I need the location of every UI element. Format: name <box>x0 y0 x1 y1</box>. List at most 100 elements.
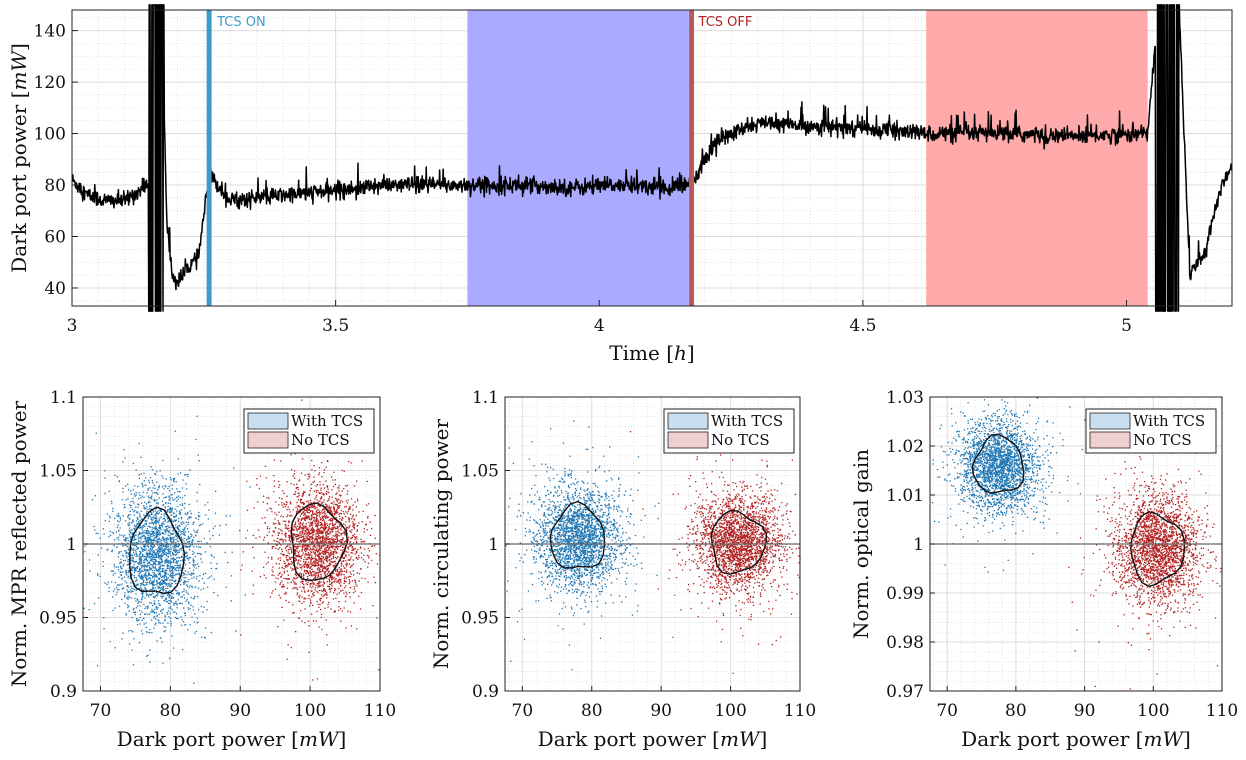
scatter-point <box>341 610 343 612</box>
scatter-point <box>159 517 161 519</box>
scatter-point <box>151 517 153 519</box>
scatter-point <box>102 565 104 567</box>
scatter-point <box>305 561 307 563</box>
scatter-point <box>338 487 340 489</box>
scatter-point <box>288 522 290 524</box>
scatter-point <box>349 611 352 613</box>
scatter-point <box>142 595 144 597</box>
scatter-point <box>305 552 307 555</box>
scatter-point <box>310 556 312 558</box>
scatter-point <box>164 545 166 548</box>
scatter-point <box>374 537 376 539</box>
scatter-point <box>116 526 118 528</box>
scatter-point <box>329 549 332 552</box>
scatter-point <box>328 547 330 550</box>
scatter-point <box>299 506 301 508</box>
scatter-point <box>156 521 159 523</box>
scatter-point <box>338 609 340 611</box>
scatter-point <box>309 499 312 502</box>
scatter-point <box>165 573 167 575</box>
scatter-point <box>285 520 287 523</box>
scatter-point <box>328 526 330 528</box>
scatter-point <box>169 508 171 510</box>
scatter-point <box>338 490 340 492</box>
scatter-point <box>322 601 324 603</box>
scatter-point <box>148 539 150 541</box>
scatter-point <box>160 542 162 544</box>
scatter-point <box>302 506 304 508</box>
scatter-point <box>279 523 281 525</box>
scatter-point <box>155 502 158 504</box>
scatter-point <box>316 549 318 551</box>
scatter-point <box>304 564 306 566</box>
scatter-point <box>161 544 163 546</box>
scatter-point <box>297 488 299 491</box>
scatter-point <box>173 546 175 548</box>
scatter-point <box>137 584 139 586</box>
scatter-point <box>207 577 209 579</box>
scatter-point <box>312 537 314 539</box>
scatter-point <box>273 530 275 533</box>
scatter-point <box>297 508 299 510</box>
scatter-point <box>140 553 142 555</box>
scatter-point <box>324 593 326 595</box>
scatter-point <box>347 499 349 501</box>
scatter-point <box>324 527 326 529</box>
scatter-point <box>144 576 147 579</box>
scatter-point <box>345 571 348 573</box>
scatter-point <box>314 552 316 555</box>
scatter-point <box>127 586 129 588</box>
scatter-point <box>350 625 352 627</box>
scatter-point <box>310 550 312 553</box>
scatter-point <box>171 497 173 499</box>
scatter-point <box>338 532 340 534</box>
scatter-point <box>188 537 190 540</box>
scatter-point <box>136 618 138 620</box>
scatter-point <box>320 589 322 592</box>
scatter-point <box>145 592 147 594</box>
scatter-point <box>333 526 335 528</box>
scatter-point <box>325 556 327 558</box>
scatter-point <box>371 559 373 562</box>
scatter-point <box>296 483 298 485</box>
scatter-point <box>187 557 189 559</box>
scatter-point <box>310 504 312 507</box>
scatter-point <box>181 555 183 557</box>
scatter-point <box>352 559 354 561</box>
scatter-point <box>140 576 142 579</box>
scatter-point <box>134 561 136 563</box>
scatter-point <box>328 586 331 588</box>
scatter-point <box>168 597 170 599</box>
time-series-frame <box>71 9 1233 307</box>
scatter-point <box>167 538 169 541</box>
scatter-point <box>170 479 172 481</box>
scatter-point <box>180 516 183 518</box>
scatter-point <box>169 567 171 569</box>
scatter-point <box>132 590 134 593</box>
scatter-point <box>150 530 152 532</box>
scatter-point <box>127 545 129 548</box>
scatter-point <box>356 536 358 538</box>
scatter-point <box>332 526 334 529</box>
scatter-point <box>128 630 130 632</box>
scatter-point <box>355 506 357 508</box>
scatter-point <box>189 567 191 569</box>
scatter-point <box>135 577 137 579</box>
scatter-point <box>183 529 185 531</box>
scatter-point <box>161 560 163 562</box>
scatter-point <box>322 532 324 534</box>
scatter-point <box>163 548 165 550</box>
scatter-point <box>138 601 140 603</box>
scatter-point <box>162 544 164 546</box>
scatter-point <box>177 570 180 572</box>
scatter-point <box>94 529 96 531</box>
scatter-point <box>336 500 338 502</box>
scatter-point <box>169 498 171 500</box>
scatter-point <box>213 578 215 580</box>
scatter-point <box>130 591 132 593</box>
scatter-point <box>284 547 287 549</box>
scatter-point <box>127 498 129 500</box>
scatter-point <box>142 565 144 567</box>
scatter-point <box>282 506 284 508</box>
scatter-point <box>345 581 347 583</box>
